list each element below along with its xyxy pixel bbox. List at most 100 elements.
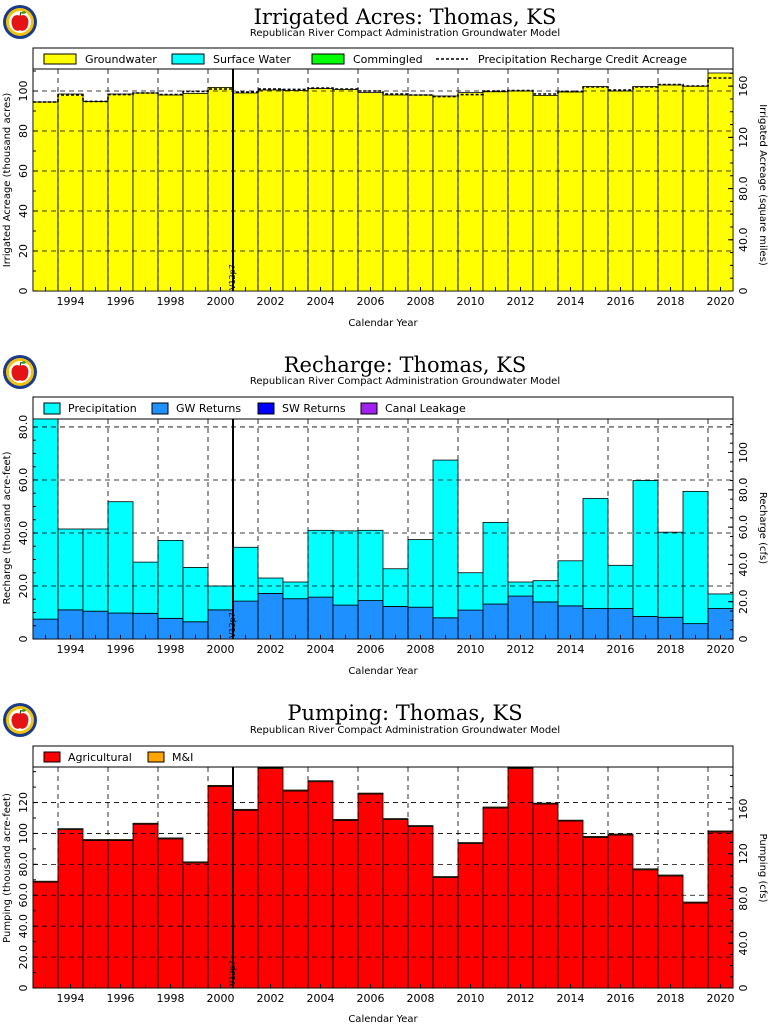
legend-box xyxy=(32,396,734,420)
bar-precipitation-2008 xyxy=(407,539,434,608)
x-tick-label: 2000 xyxy=(207,295,235,308)
bar-precipitation-1993 xyxy=(32,418,59,620)
x-tick-label: 2018 xyxy=(657,992,685,1005)
bar-agricultural-2017 xyxy=(632,869,659,989)
y-axis-left: 0 20 40 60 80 100 xyxy=(17,70,38,295)
bar-agricultural-2012 xyxy=(507,768,534,989)
bar-agricultural-2003 xyxy=(282,790,309,989)
y-axis-title: Irrigated Acreage (thousand acres) xyxy=(2,93,13,268)
model-version-label: V12p7 xyxy=(228,612,237,638)
x-tick-label: 2002 xyxy=(257,295,285,308)
bar-gw-returns-2012 xyxy=(507,595,534,640)
bar-gw-returns-1994 xyxy=(57,609,84,640)
legend-label-precip-credit: Precipitation Recharge Credit Acreage xyxy=(478,53,687,66)
x-tick-label: 2014 xyxy=(557,992,585,1005)
x-tick-label: 2018 xyxy=(657,643,685,656)
y2-tick-label: 80.0 xyxy=(737,886,750,911)
bar-precipitation-2009 xyxy=(432,459,459,619)
bar-groundwater-1993 xyxy=(32,101,59,292)
bar-gw-returns-2006 xyxy=(357,600,384,640)
bar-precipitation-2000 xyxy=(207,585,234,611)
bar-m-i-1995 xyxy=(82,839,109,841)
x-tick-label: 2020 xyxy=(707,643,735,656)
chart-title: Pumping: Thomas, KS xyxy=(287,701,522,725)
legend-label-precipitation: Precipitation xyxy=(68,402,137,415)
bar-agricultural-1998 xyxy=(157,838,184,989)
x-tick-label: 2016 xyxy=(607,295,635,308)
x-tick-label: 1998 xyxy=(157,992,185,1005)
bar-agricultural-2008 xyxy=(407,826,434,989)
x-tick-label: 2012 xyxy=(507,643,535,656)
bar-precipitation-1999 xyxy=(182,567,209,623)
logo-icon xyxy=(2,354,38,390)
bar-gw-returns-2011 xyxy=(482,603,509,640)
y-tick-label: 120 xyxy=(17,792,30,813)
bar-precipitation-2014 xyxy=(557,560,584,607)
legend-swatch-agricultural xyxy=(43,751,61,763)
x-tick-label: 2008 xyxy=(407,992,435,1005)
y-tick-label: 40.0 xyxy=(17,521,30,546)
bar-m-i-1994 xyxy=(57,828,84,830)
bar-precipitation-2016 xyxy=(607,564,634,609)
bar-m-i-2014 xyxy=(557,819,584,822)
bar-gw-returns-1995 xyxy=(82,610,109,640)
y2-tick-label: 40.0 xyxy=(737,931,750,956)
legend-box xyxy=(32,47,734,70)
bar-precipitation-2004 xyxy=(307,529,334,598)
bar-agricultural-1995 xyxy=(82,840,109,989)
x-tick-label: 2008 xyxy=(407,643,435,656)
bar-gw-returns-2015 xyxy=(582,608,609,640)
bar-agricultural-2014 xyxy=(557,820,584,989)
x-axis-title: Calendar Year xyxy=(348,318,418,329)
bar-m-i-2005 xyxy=(332,818,359,821)
bar-agricultural-1993 xyxy=(32,881,59,989)
gridlines xyxy=(33,767,733,988)
bar-m-i-2020 xyxy=(707,830,734,833)
bar-groundwater-2018 xyxy=(657,84,684,292)
bar-groundwater-2003 xyxy=(282,90,309,292)
model-version-label: V12p7 xyxy=(228,960,237,986)
bar-groundwater-2016 xyxy=(607,90,634,292)
bar-m-i-2017 xyxy=(632,868,659,871)
y-tick-label: 80.0 xyxy=(17,415,30,440)
bar-precipitation-2003 xyxy=(282,581,309,600)
y2-tick-label: 120 xyxy=(737,843,750,864)
y2-axis-title: Pumping (cfs) xyxy=(757,834,768,903)
bar-m-i-2016 xyxy=(607,833,634,836)
bar-gw-returns-2007 xyxy=(382,605,409,640)
precip-credit-line-path xyxy=(33,77,733,103)
model-version-label: V12p7 xyxy=(228,264,237,290)
legend-label-surface-water: Surface Water xyxy=(213,53,291,66)
x-axis: 1994 1996 1998 2000 2002 2004 2006 2008 2010 2012… xyxy=(45,635,735,656)
bar-agricultural-2005 xyxy=(332,819,359,989)
bar-m-i-1999 xyxy=(182,861,209,864)
y-axis-right: 0 40.0 80.0 120 160 xyxy=(728,774,750,992)
y-tick-label: 100 xyxy=(17,823,30,844)
x-tick-label: 2014 xyxy=(557,643,585,656)
gridlines xyxy=(33,69,733,291)
x-tick-label: 2012 xyxy=(507,295,535,308)
bar-group xyxy=(32,767,734,989)
bar-agricultural-2015 xyxy=(582,836,609,989)
chart-panel-pumping: Pumping: Thomas, KS Republican River Com… xyxy=(2,701,768,1024)
legend-label-gw-returns: GW Returns xyxy=(176,402,241,415)
bar-groundwater-2011 xyxy=(482,91,509,292)
bar-m-i-2003 xyxy=(282,789,309,792)
y-axis-left: 0 20.0 40.0 60.0 80.0 xyxy=(17,415,38,643)
bar-precipitation-2006 xyxy=(357,529,384,601)
bar-agricultural-2007 xyxy=(382,819,409,989)
chart-subtitle: Republican River Compact Administration … xyxy=(250,28,560,39)
bar-groundwater-2019 xyxy=(682,85,709,292)
bar-agricultural-2004 xyxy=(307,781,334,989)
chart-title: Irrigated Acres: Thomas, KS xyxy=(254,5,557,29)
x-tick-label: 2006 xyxy=(357,992,385,1005)
legend-box xyxy=(32,745,734,768)
bar-groundwater-2012 xyxy=(507,90,534,292)
y2-tick-label: 120 xyxy=(737,127,750,148)
x-tick-label: 1996 xyxy=(107,992,135,1005)
x-tick-label: 2002 xyxy=(257,643,285,656)
x-tick-label: 1994 xyxy=(57,643,85,656)
x-axis: 1994 1996 1998 2000 2002 2004 2006 2008 2010 2012… xyxy=(45,287,735,308)
x-tick-label: 2006 xyxy=(357,295,385,308)
